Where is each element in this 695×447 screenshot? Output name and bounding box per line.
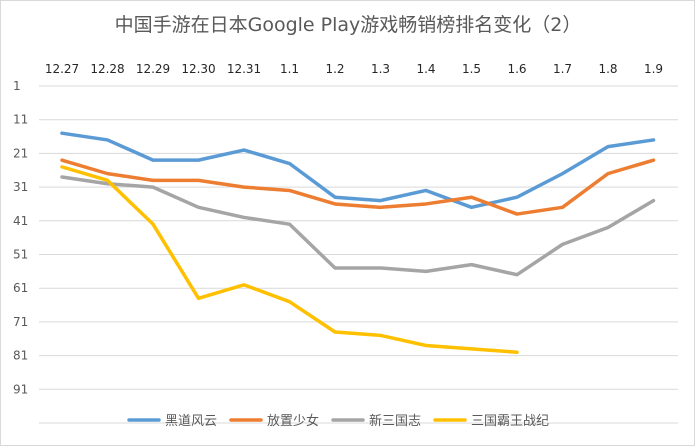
legend-label: 黑道风云 xyxy=(165,414,217,429)
x-tick-label: 1.9 xyxy=(644,62,663,76)
legend-label: 三国霸王战纪 xyxy=(471,414,549,429)
gridlines xyxy=(39,85,678,424)
x-tick-label: 12.28 xyxy=(90,62,124,76)
y-tick-label: 41 xyxy=(13,214,28,228)
y-tick-label: 21 xyxy=(13,146,28,160)
legend-label: 新三国志 xyxy=(369,413,421,429)
y-tick-label: 81 xyxy=(13,349,28,363)
x-tick-label: 1.8 xyxy=(598,62,617,76)
series-line xyxy=(60,131,656,210)
x-tick-label: 1.1 xyxy=(280,62,299,76)
legend-item: 三国霸王战纪 xyxy=(433,414,549,429)
x-tick-label: 1.7 xyxy=(553,62,572,76)
y-tick-label: 91 xyxy=(13,382,28,396)
x-tick-label: 12.29 xyxy=(136,62,170,76)
legend-item: 放置少女 xyxy=(229,413,319,429)
legend-label: 放置少女 xyxy=(267,413,319,429)
series-line xyxy=(60,158,656,216)
y-tick-label: 51 xyxy=(13,248,28,262)
y-tick-label: 1 xyxy=(13,79,21,93)
x-tick-label: 1.4 xyxy=(416,62,435,76)
x-tick-label: 1.2 xyxy=(325,62,344,76)
chart-title: 中国手游在日本Google Play游戏畅销榜排名变化（2） xyxy=(115,14,582,36)
y-tick-label: 11 xyxy=(13,113,28,127)
x-tick-label: 12.31 xyxy=(227,62,261,76)
x-tick-label: 12.30 xyxy=(181,62,215,76)
series-lines xyxy=(60,131,656,354)
y-tick-label: 71 xyxy=(13,315,28,329)
legend: 黑道风云 放置少女 新三国志 三国霸王战纪 xyxy=(127,413,549,429)
legend-item: 新三国志 xyxy=(331,413,421,429)
legend-item: 黑道风云 xyxy=(127,414,217,429)
x-tick-label: 1.3 xyxy=(371,62,390,76)
x-tick-label: 1.6 xyxy=(507,62,526,76)
y-tick-label: 31 xyxy=(13,180,28,194)
x-tick-label: 1.5 xyxy=(462,62,481,76)
series-line xyxy=(60,165,519,354)
x-tick-label: 12.27 xyxy=(45,62,79,76)
x-axis-ticks: 12.27 12.28 12.29 12.30 12.31 1.1 1.2 1.3 1.4 1.5… xyxy=(45,62,663,76)
y-tick-label: 61 xyxy=(13,281,28,295)
series-line xyxy=(60,175,656,277)
